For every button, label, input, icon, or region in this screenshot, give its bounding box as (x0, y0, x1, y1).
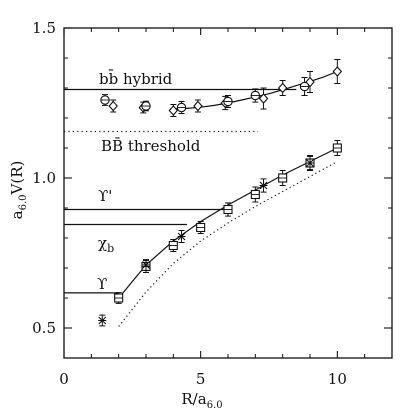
data-points (98, 59, 343, 327)
marker-diamond (108, 100, 118, 112)
y-axis-title-sub: 6.0 (18, 194, 29, 210)
annotation-chi-b-main: χ (98, 234, 107, 252)
annotation-upsilon: ϒ (97, 275, 107, 293)
x-tick-label-0: 0 (59, 370, 69, 388)
point-circle-4 (250, 88, 261, 103)
x-axis-title-main: R/a (181, 390, 206, 408)
point-diamond-0 (108, 99, 118, 113)
point-diamond-6 (277, 80, 288, 96)
point-circle-5 (299, 77, 310, 96)
annotation-threshold: BB̄ threshold (101, 137, 201, 155)
y-axis-title-tail: V(R) (8, 161, 26, 196)
y-axis-title: a6.0V(R) (8, 161, 29, 220)
annotation-upsilon-prime: ϒ' (98, 187, 112, 205)
point-square-3 (196, 221, 206, 234)
point-cross-4 (306, 155, 314, 171)
marker-diamond (332, 66, 343, 77)
y-tick-label-0: 0.5 (32, 319, 56, 337)
axis-ticks: 0 5 10 0.5 1.0 1.5 (32, 19, 393, 388)
point-square-4 (223, 202, 233, 217)
point-square-0 (114, 292, 124, 304)
point-circle-0 (100, 94, 110, 106)
level-lines (64, 88, 297, 294)
point-cross-0 (98, 314, 107, 327)
marker-cross (259, 181, 268, 190)
point-circle-3 (223, 95, 233, 108)
annotation-chi-b-sub: b (107, 242, 114, 255)
y-axis-title-main: a (8, 210, 26, 219)
point-square-8 (332, 140, 342, 156)
point-circle-1 (141, 100, 151, 112)
point-diamond-8 (332, 59, 343, 84)
point-diamond-5 (258, 87, 269, 110)
point-diamond-2 (168, 104, 179, 117)
marker-diamond (258, 93, 269, 104)
annotation-hybrid: bb̄ hybrid (99, 70, 173, 88)
point-square-5 (250, 186, 260, 203)
marker-diamond (193, 100, 203, 112)
x-axis-title-sub: 6.0 (207, 400, 223, 411)
marker-diamond (277, 82, 288, 94)
point-diamond-3 (193, 99, 203, 113)
marker-diamond (168, 105, 179, 116)
curve-ground-fit-lower (118, 160, 338, 327)
point-cross-2 (177, 230, 186, 243)
y-tick-label-1: 1.0 (32, 169, 56, 187)
x-axis-title: R/a6.0 (181, 390, 222, 411)
x-tick-label-2: 10 (328, 370, 347, 388)
point-cross-1 (142, 259, 150, 271)
y-tick-label-2: 1.5 (32, 19, 56, 37)
point-square-6 (278, 170, 288, 186)
point-cross-3 (259, 178, 268, 193)
marker-cross (142, 261, 150, 269)
x-tick-label-1: 5 (196, 370, 206, 388)
annotation-chi-b: χb (98, 234, 114, 255)
point-circle-2 (176, 101, 187, 114)
marker-cross (177, 232, 186, 241)
marker-cross (98, 316, 107, 325)
marker-cross (306, 159, 314, 167)
point-square-2 (168, 239, 178, 252)
